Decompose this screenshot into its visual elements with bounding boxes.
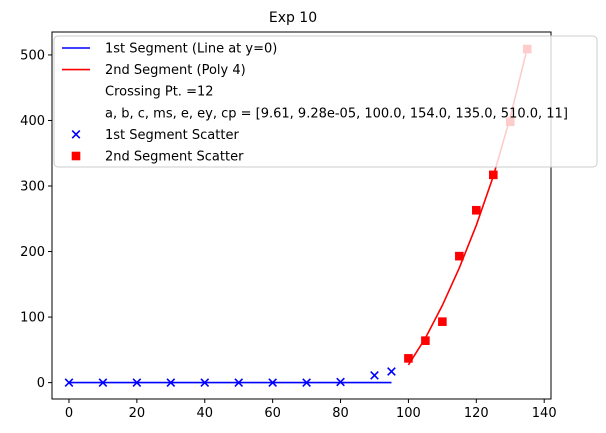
chart-title: Exp 10 (269, 10, 317, 26)
x-tick-label: 0 (65, 406, 73, 421)
x-marker-stroke (268, 378, 278, 387)
x-tick-label: 100 (396, 406, 421, 421)
second-segment-point (421, 336, 430, 345)
legend-label: 2nd Segment Scatter (105, 150, 244, 165)
x-tick-label: 140 (532, 406, 557, 421)
legend-box (53, 35, 598, 168)
legend-label: a, b, c, ms, e, ey, cp = [9.61, 9.28e-05… (105, 106, 568, 121)
legend-square-marker (71, 151, 81, 161)
second-segment-point (438, 317, 447, 326)
y-tick-label: 200 (20, 245, 45, 260)
x-marker-stroke (387, 367, 396, 376)
y-tick-label: 300 (20, 180, 45, 195)
x-marker-stroke (200, 378, 210, 387)
x-marker-stroke (370, 371, 379, 380)
x-marker-stroke (64, 378, 74, 387)
first-segment-point (234, 378, 244, 387)
first-segment-point (387, 367, 396, 376)
legend-label: Crossing Pt. =12 (105, 85, 214, 100)
legend-label: 1st Segment Scatter (105, 128, 239, 143)
axes-frame (51, 31, 552, 400)
x-marker-stroke (132, 378, 142, 387)
x-tick-label: 80 (332, 406, 349, 421)
x-marker-stroke (98, 378, 108, 387)
x-tick-label: 120 (464, 406, 489, 421)
legend: 1st Segment (Line at y=0) 2nd Segment (Po… (53, 35, 598, 168)
first-segment-point (132, 378, 142, 387)
first-segment-point (336, 377, 345, 387)
second-segment-point (404, 354, 413, 363)
x-marker-stroke (234, 378, 244, 387)
legend-label: 2nd Segment (Poly 4) (105, 63, 246, 78)
y-tick-label: 400 (20, 114, 45, 129)
y-tick-label: 0 (37, 376, 45, 391)
first-segment-point (200, 378, 210, 387)
x-marker-stroke (166, 378, 176, 387)
first-segment-point (166, 378, 176, 387)
y-tick-label: 100 (20, 311, 45, 326)
first-segment-point (268, 378, 278, 387)
x-tick-label: 60 (264, 406, 281, 421)
x-marker-stroke (302, 378, 311, 387)
second-segment-point (472, 205, 481, 215)
first-segment-point (64, 378, 74, 387)
x-tick-label: 40 (196, 406, 213, 421)
x-tick-label: 20 (129, 406, 146, 421)
y-tick-label: 500 (20, 48, 45, 63)
second-segment-point (488, 170, 498, 180)
x-marker-stroke (336, 377, 345, 387)
first-segment-point (98, 378, 108, 387)
legend-x-marker (71, 130, 81, 139)
legend-label: 1st Segment (Line at y=0) (105, 42, 277, 57)
x-marker-stroke (71, 130, 81, 139)
first-segment-point (370, 371, 379, 380)
first-segment-point (302, 378, 311, 387)
second-segment-point (455, 251, 464, 261)
